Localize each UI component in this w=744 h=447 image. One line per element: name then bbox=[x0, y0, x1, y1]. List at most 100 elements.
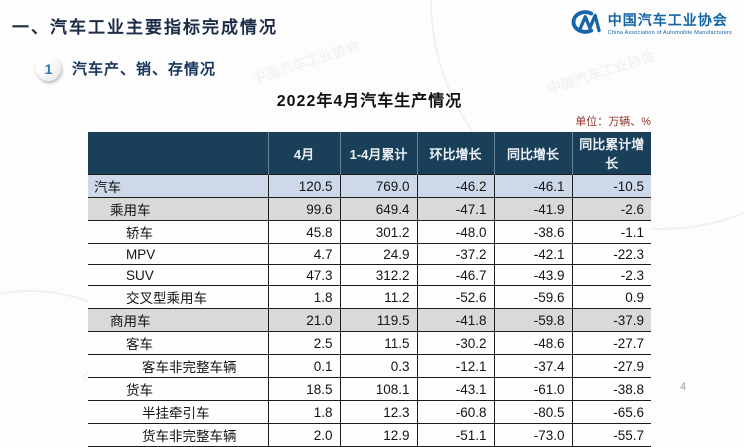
row-value: -51.1 bbox=[416, 423, 494, 447]
row-category: 商用车 bbox=[88, 308, 268, 332]
column-header-yoy-growth: 同比增长 bbox=[493, 132, 572, 175]
row-value: -48.6 bbox=[493, 331, 572, 355]
row-category: SUV bbox=[88, 264, 268, 286]
row-value: -47.1 bbox=[416, 197, 494, 221]
table-row: 轿车 45.8 301.2 -48.0 -38.6 -1.1 bbox=[88, 220, 651, 244]
row-category: 客车非完整车辆 bbox=[88, 354, 268, 378]
row-category: 轿车 bbox=[88, 220, 268, 244]
row-value: -46.2 bbox=[416, 174, 494, 198]
row-value: -52.6 bbox=[416, 285, 494, 309]
row-value: -38.6 bbox=[493, 220, 572, 244]
row-value: -43.1 bbox=[416, 377, 494, 401]
table-row: 乘用车 99.6 649.4 -47.1 -41.9 -2.6 bbox=[88, 197, 651, 221]
production-table-block: 2022年4月汽车生产情况 单位：万辆、% 4月 1-4月累计 环比增长 同比增… bbox=[88, 87, 651, 447]
watermark-text: 中国汽车工业协会 bbox=[250, 37, 362, 87]
table-header-row: 4月 1-4月累计 环比增长 同比增长 同比累计增长 bbox=[88, 132, 651, 175]
row-value: 119.5 bbox=[339, 308, 417, 332]
table-body: 汽车 120.5 769.0 -46.2 -46.1 -10.5 乘用车 99.6 649.4-… bbox=[88, 174, 651, 447]
row-value: 4.7 bbox=[267, 243, 340, 265]
row-value: 11.2 bbox=[339, 285, 417, 309]
row-category: 货车非完整车辆 bbox=[88, 423, 268, 447]
row-value: 0.9 bbox=[571, 285, 651, 309]
table-row: MPV 4.7 24.9 -37.2 -42.1 -22.3 bbox=[88, 243, 651, 265]
table-row: 汽车 120.5 769.0 -46.2 -46.1 -10.5 bbox=[88, 174, 651, 198]
column-header-mom-growth: 环比增长 bbox=[416, 132, 494, 175]
row-value: 0.1 bbox=[267, 354, 340, 378]
table-row: 客车非完整车辆 0.1 0.3 -12.1 -37.4 -27.9 bbox=[88, 354, 651, 378]
organization-name-cn: 中国汽车工业协会 bbox=[607, 12, 728, 29]
row-value: 47.3 bbox=[267, 264, 340, 286]
row-value: -22.3 bbox=[571, 243, 651, 265]
row-value: 21.0 bbox=[267, 308, 340, 332]
unit-label: 单位：万辆、% bbox=[575, 116, 651, 128]
row-value: -41.8 bbox=[416, 308, 494, 332]
page-number: 4 bbox=[680, 381, 687, 393]
row-category: 客车 bbox=[88, 331, 268, 355]
cam-logo-icon bbox=[561, 8, 603, 41]
row-value: 649.4 bbox=[339, 197, 417, 221]
column-header-april: 4月 bbox=[267, 132, 340, 175]
section-heading: 1 汽车产、销、存情况 bbox=[36, 56, 216, 81]
production-table: 4月 1-4月累计 环比增长 同比增长 同比累计增长 汽车 120.5 769.0-… bbox=[88, 132, 651, 447]
table-row: SUV 47.3 312.2 -46.7 -43.9 -2.3 bbox=[88, 264, 651, 286]
row-value: -65.6 bbox=[571, 400, 651, 424]
row-value: -73.0 bbox=[493, 423, 572, 447]
row-value: -80.5 bbox=[493, 400, 572, 424]
section-title: 汽车产、销、存情况 bbox=[72, 61, 217, 78]
row-category: 半挂牵引车 bbox=[88, 400, 268, 424]
row-value: -37.9 bbox=[571, 308, 651, 332]
row-value: 1.8 bbox=[267, 400, 340, 424]
row-value: -42.1 bbox=[493, 243, 572, 265]
row-value: 120.5 bbox=[267, 174, 340, 198]
table-title: 2022年4月汽车生产情况 bbox=[276, 93, 463, 110]
table-row: 商用车 21.0 119.5 -41.8 -59.8 -37.9 bbox=[88, 308, 651, 332]
row-value: -37.2 bbox=[416, 243, 494, 265]
row-value: 12.9 bbox=[339, 423, 417, 447]
row-value: -60.8 bbox=[416, 400, 494, 424]
row-value: 1.8 bbox=[267, 285, 340, 309]
row-value: -48.0 bbox=[416, 220, 494, 244]
row-value: -43.9 bbox=[493, 264, 572, 286]
row-value: 108.1 bbox=[339, 377, 417, 401]
row-value: -30.2 bbox=[416, 331, 494, 355]
row-value: 99.6 bbox=[267, 197, 340, 221]
row-value: 45.8 bbox=[267, 220, 340, 244]
row-category: 货车 bbox=[88, 377, 268, 401]
row-category: 汽车 bbox=[88, 174, 268, 198]
table-row: 半挂牵引车 1.8 12.3 -60.8 -80.5 -65.6 bbox=[88, 400, 651, 424]
row-category: 乘用车 bbox=[88, 197, 268, 221]
row-category: 交叉型乘用车 bbox=[88, 285, 268, 309]
table-row: 交叉型乘用车 1.8 11.2 -52.6 -59.6 0.9 bbox=[88, 285, 651, 309]
column-header-category bbox=[88, 132, 268, 175]
row-value: 0.3 bbox=[339, 354, 417, 378]
table-row: 货车非完整车辆 2.0 12.9 -51.1 -73.0 -55.7 bbox=[88, 423, 651, 447]
row-value: -1.1 bbox=[571, 220, 651, 244]
column-header-yoy-cum-growth: 同比累计增长 bbox=[571, 132, 651, 175]
row-value: -61.0 bbox=[493, 377, 572, 401]
section-number-badge: 1 bbox=[36, 56, 61, 81]
row-value: -27.9 bbox=[571, 354, 651, 378]
row-category: MPV bbox=[88, 243, 268, 265]
organization-name-en: China Association of Automobile Manufact… bbox=[607, 29, 732, 36]
row-value: -37.4 bbox=[493, 354, 572, 378]
row-value: -46.7 bbox=[416, 264, 494, 286]
row-value: -38.8 bbox=[571, 377, 651, 401]
row-value: -59.8 bbox=[493, 308, 572, 332]
row-value: -2.3 bbox=[571, 264, 651, 286]
table-row: 货车 18.5 108.1 -43.1 -61.0 -38.8 bbox=[88, 377, 651, 401]
row-value: -41.9 bbox=[493, 197, 572, 221]
row-value: -27.7 bbox=[571, 331, 651, 355]
page-title: 一、汽车工业主要指标完成情况 bbox=[12, 18, 278, 37]
organization-logo: 中国汽车工业协会 China Association of Automobile… bbox=[561, 8, 732, 41]
row-value: -2.6 bbox=[571, 197, 651, 221]
row-value: 2.5 bbox=[267, 331, 340, 355]
row-value: 18.5 bbox=[267, 377, 340, 401]
row-value: -55.7 bbox=[571, 423, 651, 447]
row-value: -59.6 bbox=[493, 285, 572, 309]
column-header-jan-apr-total: 1-4月累计 bbox=[339, 132, 417, 175]
row-value: 312.2 bbox=[339, 264, 417, 286]
table-row: 客车 2.5 11.5 -30.2 -48.6 -27.7 bbox=[88, 331, 651, 355]
row-value: -46.1 bbox=[493, 174, 572, 198]
row-value: 11.5 bbox=[339, 331, 417, 355]
